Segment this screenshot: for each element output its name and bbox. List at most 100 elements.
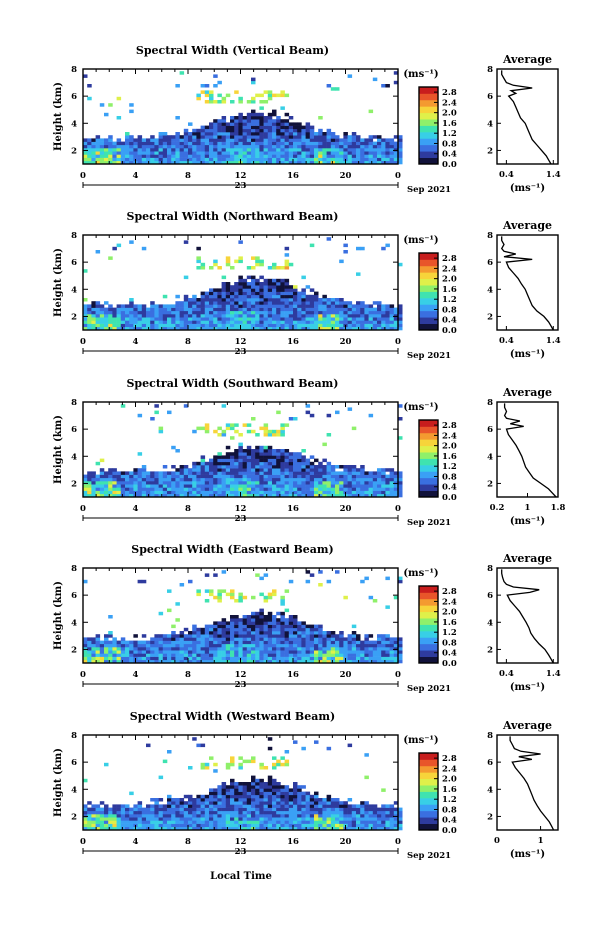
heatmap-cell [301,135,306,139]
heatmap-cell [356,634,361,638]
heatmap-cell [369,814,374,818]
heatmap-cell [247,811,252,815]
heatmap-cell [154,484,159,488]
heatmap-cell [196,644,201,648]
heatmap-cell [196,824,201,828]
heatmap-cell [327,145,332,149]
heatmap-cell [180,644,185,648]
heatmap-cell [264,801,269,805]
heatmap-cell [238,285,243,289]
heatmap-cell [268,430,273,434]
heatmap-cell [339,301,344,305]
heatmap-cell [255,628,260,632]
heatmap-cell [234,491,239,495]
heatmap-cell [192,657,197,661]
heatmap-cell [255,808,260,812]
heatmap-cell [255,491,260,495]
heatmap-cell [390,154,395,158]
heatmap-cell [306,820,311,824]
heatmap-cell [146,484,151,488]
heatmap-cell [255,113,260,117]
heatmap-cell [213,573,218,577]
heatmap-cell [117,471,122,475]
heatmap-cell [226,785,231,789]
heatmap-cell [238,814,243,818]
heatmap-cell [247,621,252,625]
heatmap-cell [264,766,269,770]
heatmap-cell [310,653,315,657]
heatmap-cell [243,653,248,657]
heatmap-cell [264,455,269,459]
heatmap-cell [364,644,369,648]
heatmap-cell [150,311,155,315]
heatmap-cell [297,122,302,126]
heatmap-cell [171,650,176,654]
heatmap-cell [301,491,306,495]
x-tick-label: 16 [287,171,299,181]
heatmap-cell [163,817,168,821]
heatmap-cell [238,459,243,463]
heatmap-cell [276,135,281,139]
heatmap-cell [150,154,155,158]
heatmap-cell [91,304,96,308]
heatmap-cell [280,427,285,431]
heatmap-cell [243,804,248,808]
heatmap-cell [272,814,277,818]
heatmap-cell [234,804,239,808]
heatmap-cell [96,250,101,254]
heatmap-cell [381,487,386,491]
heatmap-cell [268,97,273,101]
heatmap-cell [251,158,256,162]
heatmap-cell [129,808,134,812]
heatmap-cell [310,491,315,495]
heatmap-cell [121,145,126,149]
heatmap-cell [213,820,218,824]
heatmap-cell [138,142,143,146]
heatmap-cell [171,311,176,315]
heatmap-cell [243,625,248,629]
heatmap-cell [285,314,290,318]
heatmap-cell [192,298,197,302]
heatmap-cell [238,304,243,308]
heatmap-cell [301,653,306,657]
heatmap-cell [154,817,159,821]
heatmap-cell [339,298,344,302]
heatmap-cell [112,151,117,155]
heatmap-cell [322,459,327,463]
heatmap-cell [222,820,227,824]
heatmap-cell [322,443,327,447]
heatmap-cell [222,320,227,324]
heatmap-cell [310,158,315,162]
heatmap-cell [390,468,395,472]
heatmap-cell [205,158,210,162]
heatmap-cell [385,468,390,472]
heatmap-cell [171,491,176,495]
heatmap-cell [293,788,298,792]
heatmap-cell [247,465,252,469]
heatmap-cell [276,148,281,152]
heatmap-cell [318,634,323,638]
heatmap-cell [96,304,101,308]
heatmap-cell [184,142,189,146]
heatmap-cell [318,644,323,648]
heatmap-cell [129,301,134,305]
heatmap-cell [306,792,311,796]
heatmap-cell [314,814,319,818]
heatmap-cell [87,158,92,162]
heatmap-cell [234,801,239,805]
heatmap-cell [247,142,252,146]
heatmap-cell [268,452,273,456]
heatmap-cell [196,129,201,133]
heatmap-cell [297,641,302,645]
heatmap-cell [381,154,386,158]
heatmap-cell [192,801,197,805]
heatmap-cell [293,808,298,812]
heatmap-cell [205,484,210,488]
heatmap-cell [255,634,260,638]
heatmap-cell [322,647,327,651]
heatmap-cell [280,282,285,286]
heatmap-cell [142,650,147,654]
heatmap-cell [310,295,315,299]
heatmap-cell [238,792,243,796]
heatmap-cell [327,158,332,162]
